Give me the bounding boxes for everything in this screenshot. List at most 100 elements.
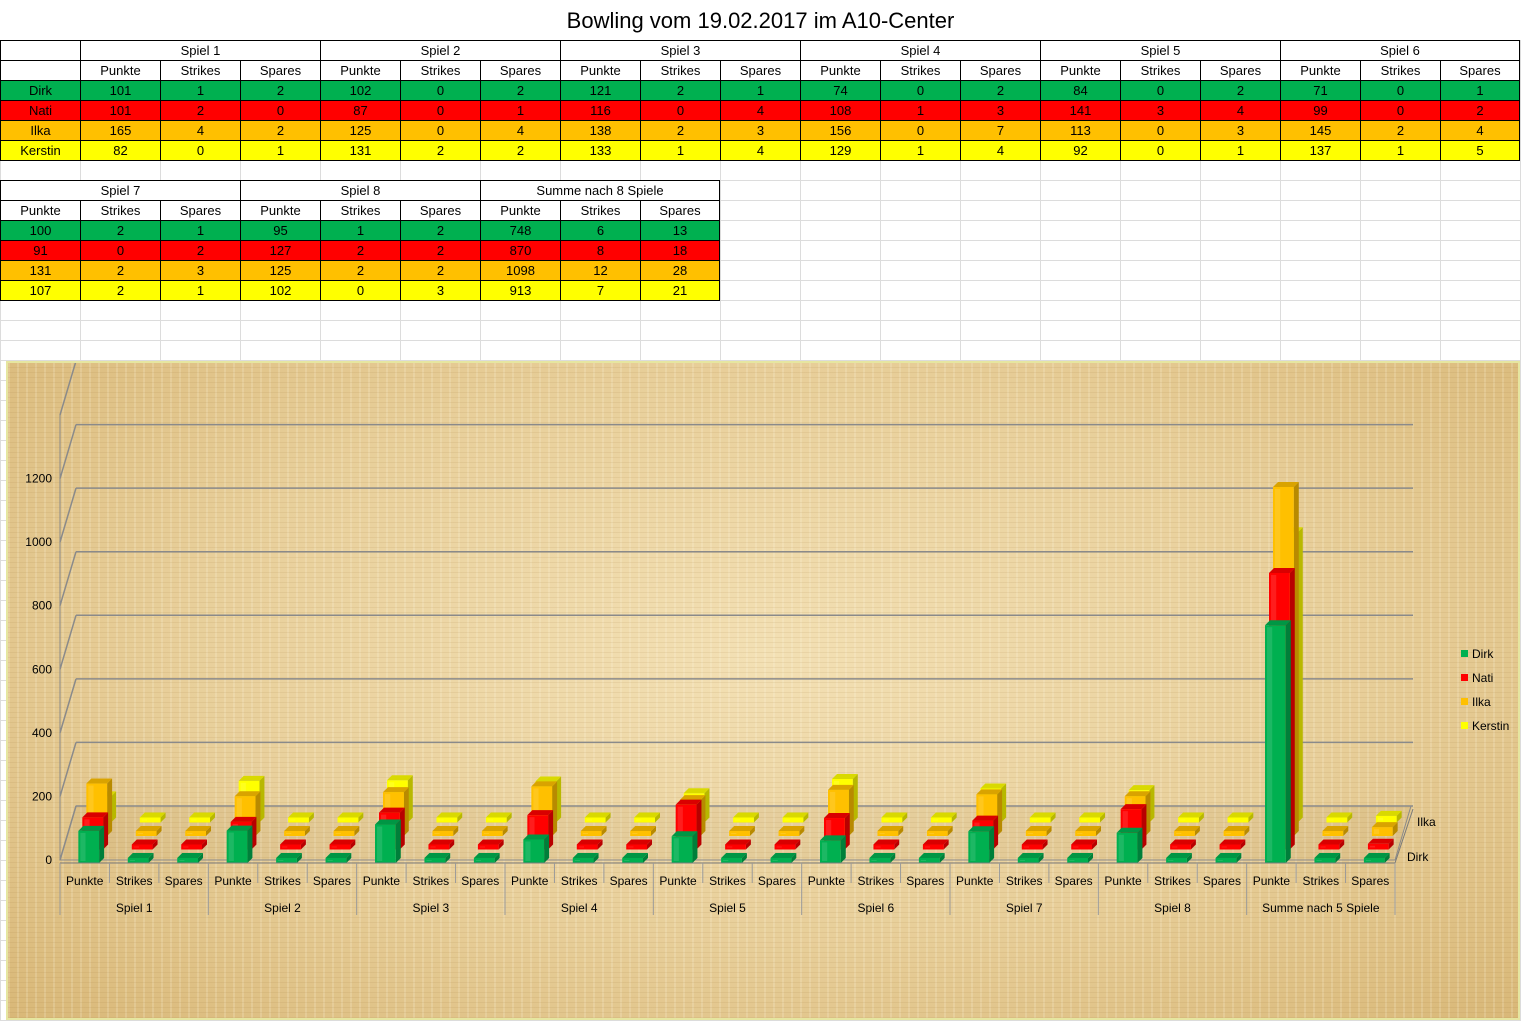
score-cell[interactable]: 108: [800, 100, 881, 121]
score-cell[interactable]: 2: [1360, 120, 1441, 141]
score-cell[interactable]: 99: [1280, 100, 1361, 121]
score-cell[interactable]: 2: [320, 240, 401, 261]
score-cell[interactable]: 0: [1120, 120, 1201, 141]
score-cell[interactable]: 3: [400, 280, 481, 301]
score-cell[interactable]: 748: [480, 220, 561, 241]
score-cell[interactable]: 4: [720, 100, 801, 121]
score-cell[interactable]: 2: [480, 140, 561, 161]
score-cell[interactable]: 133: [560, 140, 641, 161]
score-cell[interactable]: 4: [160, 120, 241, 141]
score-cell[interactable]: 870: [480, 240, 561, 261]
score-cell[interactable]: 1: [240, 140, 321, 161]
score-cell[interactable]: 121: [560, 80, 641, 101]
score-cell[interactable]: 3: [1200, 120, 1281, 141]
score-cell[interactable]: 95: [240, 220, 321, 241]
score-cell[interactable]: 3: [720, 120, 801, 141]
score-cell[interactable]: 0: [1360, 100, 1441, 121]
score-cell[interactable]: 3: [1120, 100, 1201, 121]
score-cell[interactable]: 0: [880, 80, 961, 101]
score-cell[interactable]: 2: [960, 80, 1041, 101]
score-cell[interactable]: 0: [1120, 80, 1201, 101]
score-cell[interactable]: 74: [800, 80, 881, 101]
chart-area[interactable]: 0 200 400 600 800 1000 1200 Punkte Strikes Spares…: [6, 361, 1520, 1020]
score-cell[interactable]: 138: [560, 120, 641, 141]
score-cell[interactable]: 165: [80, 120, 161, 141]
score-cell[interactable]: 156: [800, 120, 881, 141]
score-cell[interactable]: 2: [160, 100, 241, 121]
score-cell[interactable]: 2: [160, 240, 241, 261]
score-cell[interactable]: 2: [400, 140, 481, 161]
score-cell[interactable]: 1: [160, 220, 241, 241]
score-cell[interactable]: 127: [240, 240, 321, 261]
score-cell[interactable]: 116: [560, 100, 641, 121]
score-cell[interactable]: 137: [1280, 140, 1361, 161]
score-cell[interactable]: 0: [880, 120, 961, 141]
score-cell[interactable]: 101: [80, 100, 161, 121]
score-cell[interactable]: 131: [0, 260, 81, 281]
score-cell[interactable]: 0: [1360, 80, 1441, 101]
score-cell[interactable]: 145: [1280, 120, 1361, 141]
score-cell[interactable]: 5: [1440, 140, 1520, 161]
score-cell[interactable]: 12: [560, 260, 641, 281]
score-cell[interactable]: 0: [640, 100, 721, 121]
score-cell[interactable]: 141: [1040, 100, 1121, 121]
score-cell[interactable]: 0: [400, 120, 481, 141]
score-cell[interactable]: 129: [800, 140, 881, 161]
score-cell[interactable]: 2: [80, 280, 161, 301]
score-cell[interactable]: 2: [640, 120, 721, 141]
score-cell[interactable]: 2: [240, 80, 321, 101]
score-cell[interactable]: 101: [80, 80, 161, 101]
score-cell[interactable]: 0: [160, 140, 241, 161]
score-cell[interactable]: 92: [1040, 140, 1121, 161]
score-cell[interactable]: 1: [160, 280, 241, 301]
score-cell[interactable]: 913: [480, 280, 561, 301]
score-cell[interactable]: 91: [0, 240, 81, 261]
score-cell[interactable]: 2: [480, 80, 561, 101]
score-cell[interactable]: 84: [1040, 80, 1121, 101]
score-cell[interactable]: 87: [320, 100, 401, 121]
score-cell[interactable]: 1: [480, 100, 561, 121]
score-cell[interactable]: 3: [160, 260, 241, 281]
score-cell[interactable]: 18: [640, 240, 720, 261]
score-cell[interactable]: 102: [320, 80, 401, 101]
score-cell[interactable]: 4: [960, 140, 1041, 161]
score-cell[interactable]: 2: [400, 260, 481, 281]
score-cell[interactable]: 125: [240, 260, 321, 281]
score-cell[interactable]: 1: [160, 80, 241, 101]
score-cell[interactable]: 71: [1280, 80, 1361, 101]
score-cell[interactable]: 1: [880, 100, 961, 121]
score-cell[interactable]: 13: [640, 220, 720, 241]
score-cell[interactable]: 2: [240, 120, 321, 141]
score-cell[interactable]: 1: [640, 140, 721, 161]
score-cell[interactable]: 2: [640, 80, 721, 101]
score-cell[interactable]: 107: [0, 280, 81, 301]
score-cell[interactable]: 4: [480, 120, 561, 141]
score-cell[interactable]: 1: [1440, 80, 1520, 101]
score-cell[interactable]: 4: [720, 140, 801, 161]
score-cell[interactable]: 1: [320, 220, 401, 241]
score-cell[interactable]: 4: [1440, 120, 1520, 141]
score-cell[interactable]: 82: [80, 140, 161, 161]
score-cell[interactable]: 125: [320, 120, 401, 141]
score-cell[interactable]: 131: [320, 140, 401, 161]
score-cell[interactable]: 4: [1200, 100, 1281, 121]
score-cell[interactable]: 113: [1040, 120, 1121, 141]
score-cell[interactable]: 8: [560, 240, 641, 261]
score-cell[interactable]: 7: [960, 120, 1041, 141]
score-cell[interactable]: 7: [560, 280, 641, 301]
score-cell[interactable]: 0: [320, 280, 401, 301]
score-cell[interactable]: 2: [1200, 80, 1281, 101]
score-cell[interactable]: 2: [80, 220, 161, 241]
score-cell[interactable]: 1: [720, 80, 801, 101]
score-cell[interactable]: 2: [320, 260, 401, 281]
score-cell[interactable]: 2: [400, 220, 481, 241]
score-cell[interactable]: 28: [640, 260, 720, 281]
score-cell[interactable]: 2: [80, 260, 161, 281]
score-cell[interactable]: 21: [640, 280, 720, 301]
score-cell[interactable]: 3: [960, 100, 1041, 121]
score-cell[interactable]: 102: [240, 280, 321, 301]
score-cell[interactable]: 0: [400, 100, 481, 121]
score-cell[interactable]: 2: [400, 240, 481, 261]
score-cell[interactable]: 1: [880, 140, 961, 161]
score-cell[interactable]: 1: [1360, 140, 1441, 161]
